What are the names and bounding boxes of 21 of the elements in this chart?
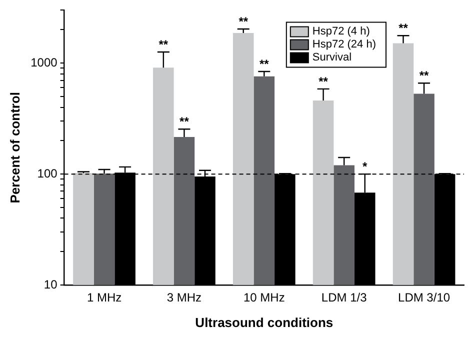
data-label: ** bbox=[259, 56, 270, 71]
y-axis-title: Percent of control bbox=[7, 92, 22, 204]
data-label: * bbox=[362, 159, 368, 174]
x-tick-label: 1 MHz bbox=[86, 290, 122, 305]
y-tick-label: 10 bbox=[44, 277, 58, 292]
data-label: ** bbox=[398, 20, 408, 35]
y-tick-label: 1000 bbox=[30, 55, 58, 70]
data-label: ** bbox=[419, 68, 430, 82]
legend-label: Hsp72 (4 h) bbox=[312, 26, 370, 38]
y-tick-label: 100 bbox=[37, 166, 58, 180]
legend-label: Hsp72 (24 h) bbox=[312, 38, 376, 51]
legend-label: Survival bbox=[312, 52, 352, 64]
x-tick-label: LDM 3/10 bbox=[398, 290, 450, 305]
data-label: ** bbox=[180, 114, 190, 128]
data-label: ** bbox=[158, 37, 168, 52]
data-label: ** bbox=[238, 14, 248, 28]
x-tick-label: 3 MHz bbox=[166, 290, 202, 305]
data-label: ** bbox=[318, 74, 328, 88]
x-axis-title: Ultrasound conditions bbox=[195, 314, 334, 330]
x-tick-label: 10 MHz bbox=[243, 290, 285, 305]
x-tick-label: LDM 1/3 bbox=[321, 290, 368, 305]
